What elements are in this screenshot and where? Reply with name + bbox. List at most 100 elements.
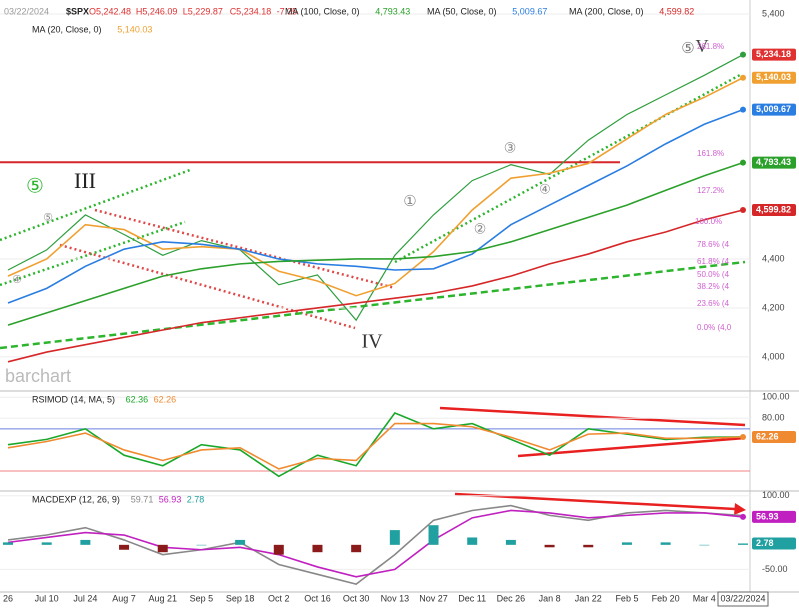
indicator-value: 59.71	[131, 494, 154, 504]
x-tick-label: Sep 18	[226, 593, 255, 603]
annotation: ③	[504, 140, 517, 156]
histogram-bar	[3, 542, 13, 545]
indicator-value: 62.36	[126, 394, 149, 404]
x-tick-label: Aug 7	[112, 593, 136, 603]
histogram-bar	[80, 539, 91, 545]
legend-label[interactable]: MA (100, Close, 0)	[285, 6, 360, 16]
indicator-value: 62.26	[154, 394, 177, 404]
y-tick-label: 4,400	[762, 253, 785, 263]
date: 03/22/2024	[4, 6, 49, 16]
indicator-value: 56.93	[159, 494, 182, 504]
indicator-value: 2.78	[187, 494, 205, 504]
histogram-bar	[235, 539, 246, 545]
histogram-bar	[196, 544, 207, 546]
legend-label[interactable]: MA (200, Close, 0)	[569, 6, 644, 16]
annotation: 50.0% (4	[697, 270, 730, 279]
annotation: 100.0%	[695, 217, 722, 226]
price-badge	[752, 204, 796, 217]
annotation: III	[74, 168, 96, 193]
x-tick-label: Nov 13	[381, 593, 410, 603]
trendline	[517, 436, 746, 458]
badge-label: 2.78	[756, 538, 774, 548]
x-tick-label: Nov 27	[419, 593, 448, 603]
series-line	[7, 77, 744, 297]
trendline	[0, 260, 746, 350]
y-tick-label: 100.00	[762, 490, 790, 500]
series-line	[7, 161, 744, 326]
badge-label: 4,793.43	[756, 157, 791, 167]
last-point	[740, 513, 746, 520]
annotation: 161.8%	[697, 149, 724, 158]
annotation: 23.6% (4	[697, 299, 730, 308]
y-tick-label: -50.00	[762, 564, 788, 574]
quote: C5,234.18	[230, 6, 272, 16]
series-line	[7, 209, 744, 363]
annotation: barchart	[5, 366, 71, 386]
annotation: ①	[403, 193, 416, 210]
price-badge	[752, 103, 796, 116]
annotation: IV	[361, 331, 383, 353]
annotation: 78.6% (4	[697, 240, 730, 249]
legend-value: 4,793.43	[375, 6, 410, 16]
annotation: ②	[474, 221, 487, 237]
badge-label: 56.93	[756, 511, 779, 521]
annotation: 127.2%	[697, 186, 724, 195]
price-badge	[752, 48, 796, 61]
price-badge	[752, 156, 796, 169]
x-tick-label: Oct 16	[304, 593, 331, 603]
y-tick-label: 4,200	[762, 302, 785, 312]
indicator-title: RSIMOD (14, MA, 5)	[32, 394, 115, 404]
trendline	[439, 406, 746, 427]
histogram-bar	[351, 544, 362, 553]
histogram-bar	[41, 542, 52, 545]
price-badge	[752, 71, 796, 84]
histogram-bar	[157, 544, 168, 553]
series-line	[7, 509, 744, 578]
price-badge	[752, 431, 796, 444]
badge-label: 5,140.03	[756, 72, 791, 82]
legend-value: 4,599.82	[659, 6, 694, 16]
last-point	[740, 434, 746, 441]
y-tick-label: 80.00	[762, 413, 785, 423]
histogram-bar	[389, 530, 400, 545]
last-point	[740, 106, 746, 113]
y-tick-label: 5,400	[762, 8, 785, 18]
histogram-bar	[119, 544, 130, 550]
last-point	[740, 51, 746, 58]
histogram-bar	[699, 544, 710, 546]
price-badge	[752, 537, 796, 550]
quote: O5,242.48	[89, 6, 131, 16]
annotation: ⑤	[43, 212, 53, 224]
legend-label[interactable]: MA (20, Close, 0)	[32, 24, 102, 34]
last-point	[740, 74, 746, 81]
y-tick-label: 100.00	[762, 392, 790, 402]
histogram-bar	[273, 544, 284, 555]
x-tick-label: Feb 5	[615, 593, 638, 603]
annotation: ⑤	[681, 40, 694, 57]
annotation: 261.8%	[697, 42, 724, 51]
series-line	[7, 422, 744, 470]
legend-value: 5,140.03	[117, 24, 152, 34]
x-tick-label: Oct 2	[268, 593, 290, 603]
annotation: ④	[12, 274, 22, 286]
x-label-box	[717, 591, 769, 607]
annotation: 0.0% (4,0	[697, 323, 732, 332]
x-tick-label: Dec 11	[458, 593, 486, 603]
annotation: 38.2% (4	[697, 282, 730, 291]
x-tick-label: Feb 20	[652, 593, 680, 603]
symbol: $SPX	[66, 6, 89, 16]
legend-label[interactable]: MA (50, Close, 0)	[427, 6, 497, 16]
histogram-bar	[428, 525, 439, 545]
trendline	[94, 208, 396, 290]
series-line	[7, 54, 744, 322]
badge-label: 5,009.67	[756, 104, 791, 114]
series-line	[7, 108, 744, 304]
arrowhead	[734, 503, 746, 515]
x-tick-label: Jul 24	[73, 593, 97, 603]
legend-value: 5,009.67	[512, 6, 547, 16]
indicator-title: MACDEXP (12, 26, 9)	[32, 494, 120, 504]
x-tick-label: Oct 30	[343, 593, 370, 603]
x-tick-label: Jan 8	[539, 593, 561, 603]
